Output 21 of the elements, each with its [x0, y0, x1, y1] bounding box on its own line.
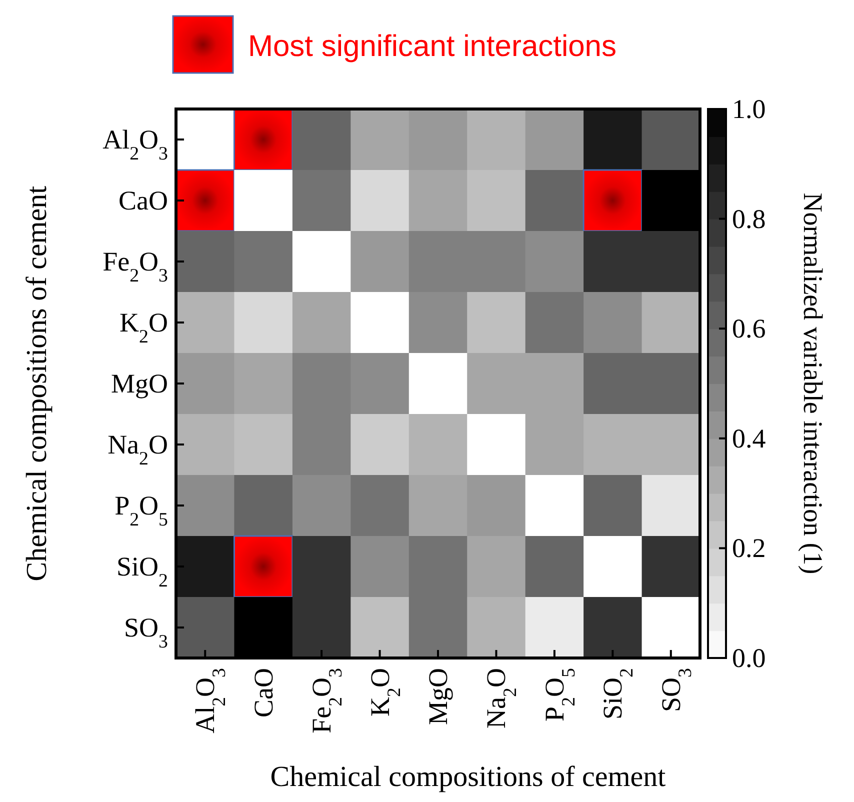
x-tick-label: CaO [248, 668, 278, 718]
color-bar-label: 0.8 [732, 204, 766, 234]
color-bar-label: 0.2 [732, 533, 766, 564]
y-tick-label: Na$_{2}$O [108, 430, 168, 469]
y-tick-label: MgO [110, 368, 168, 398]
color-bar-label: 0.6 [732, 314, 766, 344]
y-axis-title: Chemical compositions of cement [21, 186, 53, 582]
x-axis-title: Chemical compositions of cement [270, 761, 666, 793]
color-bar-label: 0.0 [732, 643, 766, 673]
color-bar-label: 1.0 [732, 94, 766, 124]
color-bar-label: 0.4 [732, 423, 766, 454]
y-tick-label: CaO [118, 186, 168, 216]
y-tick-label: SO$_{3}$ [124, 612, 168, 652]
text: Most significant interactions [248, 30, 616, 63]
y-tick-label: Al$_{2}$O$_{3}$ [102, 124, 168, 164]
color-bar-title: Normalized variable interaction (1) [798, 192, 828, 574]
y-tick-label: Fe$_{2}$O$_{3}$ [102, 246, 168, 286]
y-tick-label: SiO$_{2}$ [116, 552, 168, 591]
y-tick-label: K$_{2}$O [120, 308, 168, 347]
y-tick-label: P$_{2}$O$_{5}$ [114, 490, 168, 530]
x-tick-label: MgO [423, 668, 453, 726]
